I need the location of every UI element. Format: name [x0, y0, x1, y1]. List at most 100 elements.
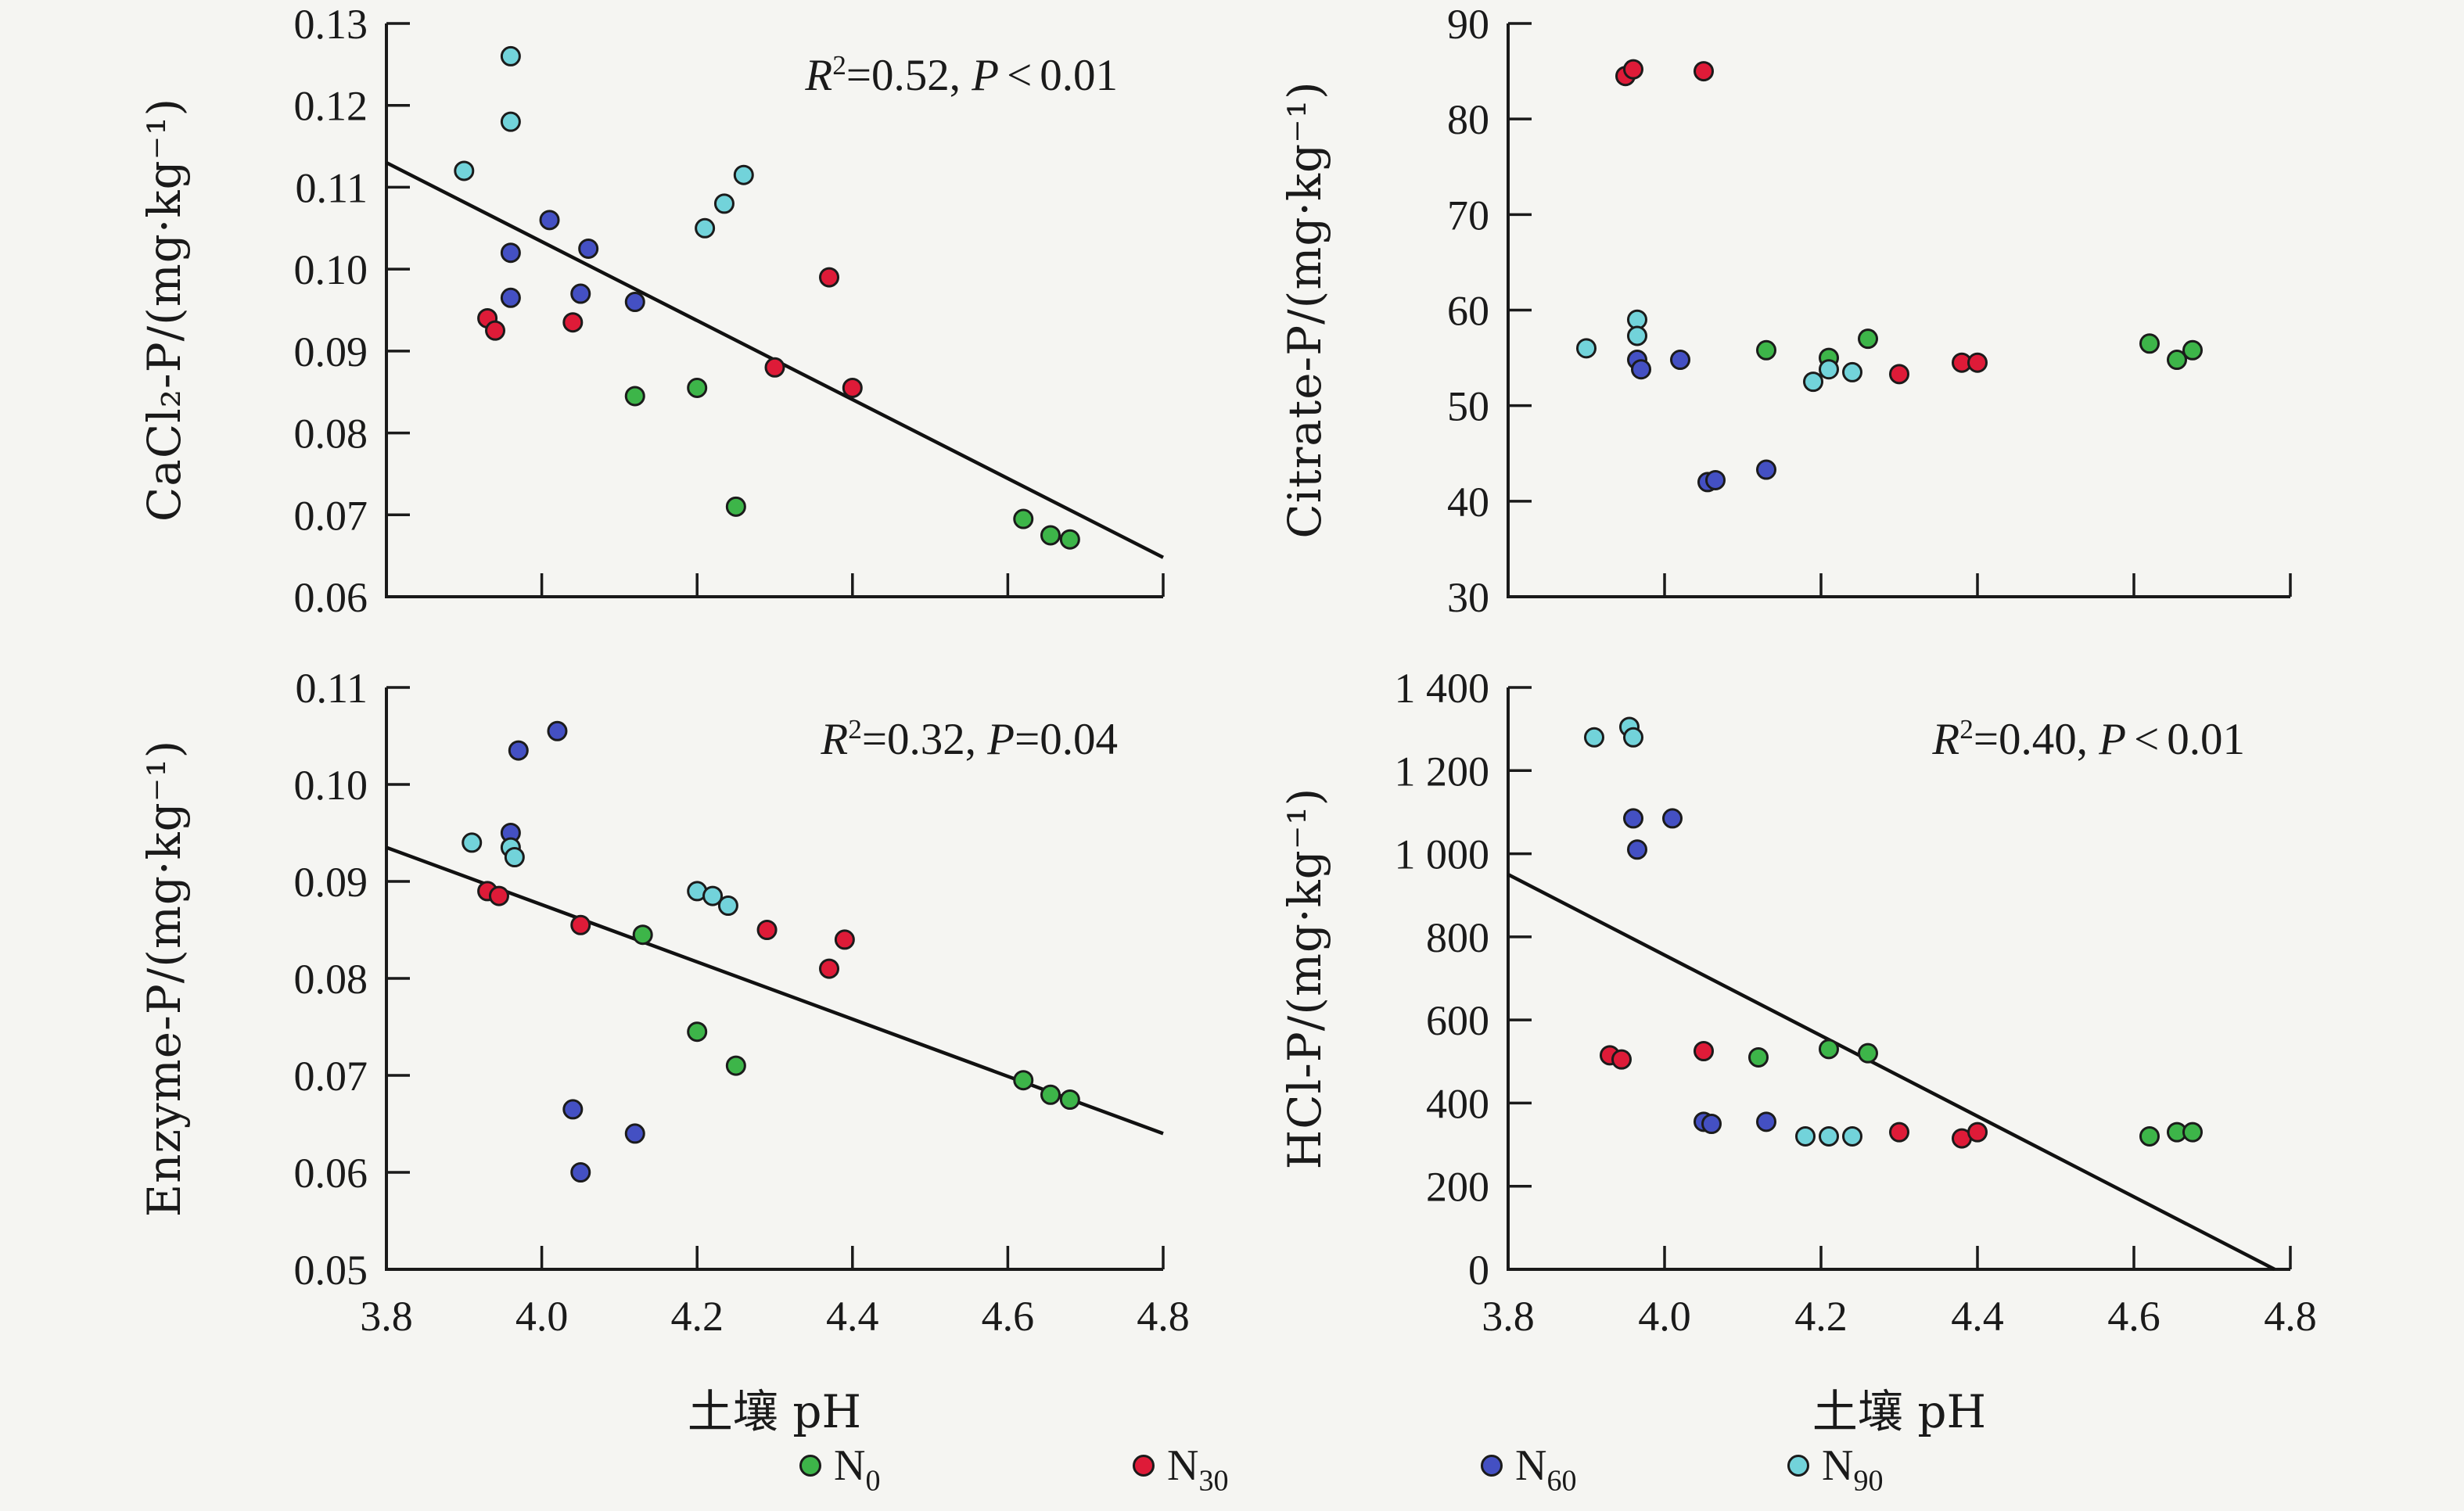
- cacl2-point-N0: [624, 386, 645, 407]
- enzyme-x-tick-label: 4.6: [982, 1293, 1035, 1340]
- hcl-point-N0: [1858, 1043, 1878, 1064]
- hcl-y-tick-label: 600: [1426, 997, 1489, 1044]
- enzyme-point-N30: [488, 885, 509, 906]
- cacl2-point-N90: [695, 217, 716, 239]
- enzyme-y-tick-label: 0.05: [294, 1247, 368, 1294]
- cacl2-y-tick-label: 0.12: [294, 83, 368, 130]
- citrate-point-N0: [2182, 339, 2203, 361]
- citrate-point-N90: [1803, 371, 1823, 393]
- hcl-points-N0: [1748, 1039, 2203, 1147]
- hcl-trendline: [1507, 873, 2276, 1272]
- legend-item-n0: N0: [799, 1441, 881, 1498]
- cacl2-point-N90: [500, 45, 521, 66]
- legend-label-n90: N90: [1822, 1441, 1884, 1498]
- cacl2-point-N60: [570, 283, 591, 304]
- hcl-axes: [1507, 687, 2290, 1271]
- hcl-point-N30: [1611, 1049, 1632, 1070]
- citrate-point-N0: [1756, 339, 1776, 361]
- citrate-axes: [1507, 23, 2290, 598]
- enzyme-point-N0: [1059, 1089, 1080, 1110]
- n30-marker-icon: [1133, 1455, 1155, 1477]
- ylabel-hcl: HCl-P/(mg·kg⁻¹): [1278, 787, 1331, 1170]
- n0-marker-icon: [799, 1455, 821, 1477]
- cacl2-y-tick-label: 0.09: [294, 328, 368, 375]
- hcl-x-ticks: 3.8 4.0 4.2 4.4 4.6 4.8: [1482, 1246, 2317, 1340]
- enzyme-point-N30: [756, 920, 778, 940]
- cacl2-y-tick-label: 0.13: [294, 1, 368, 48]
- hcl-y-tick-label: 1 000: [1395, 831, 1490, 878]
- hcl-point-N90: [1795, 1125, 1816, 1147]
- citrate-point-N0: [1858, 328, 1878, 350]
- citrate-point-N60: [1631, 359, 1651, 380]
- hcl-point-N90: [1623, 727, 1643, 748]
- cacl2-point-N30: [819, 267, 840, 288]
- citrate-point-N30: [1623, 59, 1643, 80]
- hcl-x-tick-label: 4.2: [1794, 1293, 1848, 1340]
- hcl-point-N60: [1662, 808, 1683, 829]
- citrate-y-tick-label: 60: [1447, 288, 1489, 335]
- enzyme-x-tick-label: 4.2: [670, 1293, 724, 1340]
- hcl-x-tick-label: 4.0: [1638, 1293, 1691, 1340]
- enzyme-x-tick-label: 4.8: [1137, 1293, 1190, 1340]
- enzyme-x-tick-label: 4.0: [515, 1293, 569, 1340]
- enzyme-trendline: [386, 845, 1164, 1136]
- enzyme-x-tick-label: 4.4: [826, 1293, 879, 1340]
- citrate-y-tick-label: 50: [1447, 383, 1489, 430]
- hcl-point-N0: [1748, 1046, 1769, 1068]
- citrate-x-ticks: [1663, 573, 2292, 597]
- citrate-points-N60: [1627, 350, 1776, 493]
- citrate-point-N60: [1756, 459, 1776, 480]
- legend-label-n60: N60: [1515, 1441, 1577, 1498]
- panel-cacl2: 0.13 0.12 0.11 0.10 0.09 0.08 0.07 0.06: [294, 1, 1165, 621]
- hcl-point-N0: [2139, 1125, 2160, 1147]
- enzyme-point-N60: [547, 720, 568, 741]
- enzyme-point-N90: [504, 847, 525, 867]
- enzyme-point-N30: [570, 914, 591, 935]
- ylabel-cacl2: CaCl₂-P/(mg·kg⁻¹): [138, 97, 191, 522]
- hcl-point-N90: [1584, 727, 1604, 748]
- enzyme-points-N30: [477, 881, 855, 979]
- enzyme-point-N90: [702, 885, 724, 906]
- hcl-point-N0: [2182, 1122, 2203, 1143]
- hcl-stats-annotation: R2=0.40, P <0.01: [1932, 714, 2245, 764]
- cacl2-point-N90: [733, 164, 754, 185]
- enzyme-stats-annotation: R2=0.32, P=0.04: [821, 714, 1118, 764]
- hcl-point-N60: [1623, 808, 1643, 829]
- citrate-point-N30: [1694, 61, 1714, 82]
- cacl2-point-N0: [1059, 529, 1080, 550]
- ylabel-enzyme: Enzyme-P/(mg·kg⁻¹): [138, 739, 191, 1218]
- citrate-point-N60: [1705, 469, 1726, 490]
- hcl-points-N30: [1600, 1041, 1988, 1149]
- cacl2-points-N30: [477, 267, 863, 398]
- citrate-point-N60: [1670, 350, 1690, 371]
- citrate-point-N90: [1627, 325, 1647, 346]
- citrate-point-N0: [2139, 333, 2160, 354]
- cacl2-y-tick-label: 0.08: [294, 411, 368, 458]
- enzyme-points-N60: [500, 720, 645, 1183]
- enzyme-point-N60: [624, 1123, 645, 1144]
- hcl-point-N60: [1756, 1111, 1776, 1132]
- enzyme-points-N0: [632, 924, 1080, 1110]
- hcl-point-N60: [1701, 1114, 1722, 1134]
- citrate-y-tick-label: 40: [1447, 479, 1489, 526]
- enzyme-y-tick-label: 0.10: [294, 762, 368, 809]
- cacl2-point-N0: [687, 377, 708, 398]
- hcl-x-tick-label: 4.6: [2107, 1293, 2160, 1340]
- citrate-y-tick-label: 30: [1447, 574, 1489, 621]
- cacl2-axes: [385, 23, 1163, 598]
- cacl2-point-N60: [539, 210, 560, 231]
- legend-label-n0: N0: [834, 1441, 881, 1498]
- enzyme-point-N90: [462, 832, 483, 853]
- panel-enzyme: 0.11 0.10 0.09 0.08 0.07 0.06 0.053.8 4.0 4.2 4.4…: [294, 665, 1190, 1340]
- hcl-points-N90: [1584, 716, 1862, 1147]
- hcl-point-N30: [1967, 1122, 1988, 1143]
- cacl2-point-N0: [725, 496, 746, 517]
- cacl2-point-N60: [500, 287, 521, 308]
- hcl-x-tick-label: 3.8: [1482, 1293, 1535, 1340]
- enzyme-point-N60: [562, 1099, 584, 1120]
- citrate-point-N30: [1967, 352, 1988, 373]
- xlabel-right: 土壤 pH: [1812, 1385, 1987, 1438]
- citrate-y-tick-label: 70: [1447, 192, 1489, 239]
- enzyme-point-N0: [1040, 1084, 1061, 1105]
- cacl2-point-N60: [578, 238, 599, 259]
